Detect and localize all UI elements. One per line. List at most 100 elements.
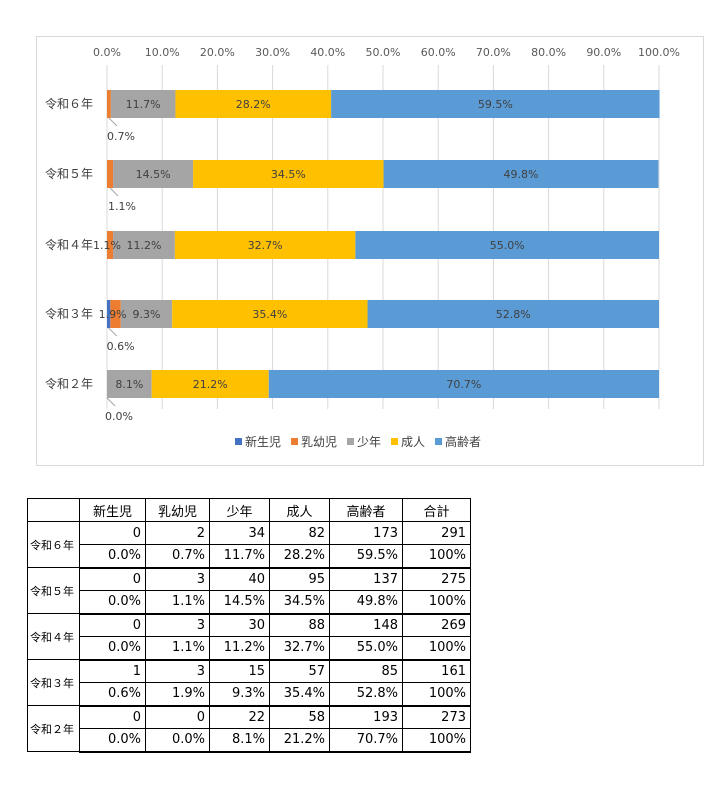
data-label: 1.9% [99, 308, 127, 321]
table-header-cell: 合計 [402, 498, 471, 522]
percent-cell: 0.0% [145, 728, 210, 753]
data-label: 70.7% [446, 378, 481, 391]
legend-swatch [347, 438, 354, 445]
percent-cell: 0.0% [79, 728, 146, 753]
x-tick-label: 60.0% [421, 46, 456, 59]
percent-cell: 100% [402, 636, 471, 661]
percent-cell: 55.0% [329, 636, 403, 661]
bar-segment [120, 300, 173, 328]
category-label: 令和６年 [45, 96, 93, 111]
legend-label: 成人 [401, 435, 425, 449]
count-cell: 3 [145, 659, 210, 683]
table-row: 0.6% 1.9% 9.3% 35.4% 52.8% 100% [28, 682, 471, 707]
legend-label: 少年 [357, 435, 381, 449]
bar-segment [113, 160, 194, 188]
table-header-cell: 成人 [269, 498, 330, 522]
count-cell: 3 [145, 613, 210, 637]
x-tick-label: 10.0% [145, 46, 180, 59]
category-label: 令和４年 [45, 237, 93, 252]
bar-segment [172, 300, 368, 328]
table-row: 令和３年 1 3 15 57 85 161 [27, 659, 471, 706]
legend-swatch [235, 438, 242, 445]
percent-cell: 49.8% [329, 590, 403, 615]
percent-cell: 9.3% [209, 682, 270, 707]
data-label: 9.3% [132, 308, 160, 321]
x-tick-label: 40.0% [310, 46, 345, 59]
percent-cell: 8.1% [209, 728, 270, 753]
bar-segment [107, 300, 111, 328]
data-label: 1.1% [108, 200, 136, 213]
count-cell: 173 [329, 521, 403, 545]
table-row: 令和２年 0 0 22 58 193 273 [27, 705, 471, 752]
count-cell: 3 [145, 567, 210, 591]
count-cell: 2 [145, 521, 210, 545]
category-label: 令和３年 [45, 306, 93, 321]
row-year-label: 令和３年 [27, 659, 80, 706]
category-label: 令和５年 [45, 166, 93, 181]
data-label: 35.4% [252, 308, 287, 321]
bar-segment [383, 160, 659, 188]
count-cell: 273 [402, 705, 471, 729]
x-tick-label: 50.0% [366, 46, 401, 59]
legend-label: 新生児 [245, 434, 281, 449]
count-cell: 1 [79, 659, 146, 683]
count-cell: 269 [402, 613, 471, 637]
count-cell: 148 [329, 613, 403, 637]
percent-cell: 0.6% [79, 682, 146, 707]
data-label: 32.7% [248, 239, 283, 252]
percent-cell: 14.5% [209, 590, 270, 615]
data-label: 14.5% [136, 168, 171, 181]
bar-segment [331, 90, 660, 118]
percent-cell: 1.1% [145, 636, 210, 661]
table-row: 令和４年 0 3 30 88 148 269 [27, 613, 471, 660]
count-cell: 0 [79, 521, 146, 545]
leader-line [109, 187, 119, 197]
bar-segment [367, 300, 659, 328]
data-label: 0.6% [107, 340, 135, 353]
count-cell: 137 [329, 567, 403, 591]
data-label: 0.7% [107, 130, 135, 143]
table-header-cell: 乳幼児 [145, 498, 210, 522]
legend-swatch [391, 438, 398, 445]
bar-segment [174, 231, 356, 259]
percent-cell: 100% [402, 544, 471, 569]
data-label: 55.0% [490, 239, 525, 252]
count-cell: 275 [402, 567, 471, 591]
stacked-bar-chart: 0.0% 10.0% 20.0% 30.0% 40.0% 50.0% 60.0% 70.0% 8… [45, 46, 680, 449]
bar-segment [193, 160, 384, 188]
data-label: 8.1% [115, 378, 143, 391]
percent-cell: 0.0% [79, 590, 146, 615]
bar-segment [110, 90, 176, 118]
percent-cell: 100% [402, 682, 471, 707]
percent-cell: 70.7% [329, 728, 403, 753]
table-header-cell: 新生児 [79, 498, 146, 522]
legend-label: 乳幼児 [301, 435, 337, 449]
count-cell: 193 [329, 705, 403, 729]
data-label: 11.2% [127, 239, 162, 252]
bar-segment [151, 370, 269, 398]
count-cell: 0 [79, 567, 146, 591]
count-cell: 88 [269, 613, 330, 637]
table-header-cell: 少年 [209, 498, 270, 522]
data-label: 0.0% [105, 410, 133, 423]
x-tick-label: 30.0% [255, 46, 290, 59]
count-cell: 161 [402, 659, 471, 683]
data-label: 21.2% [193, 378, 228, 391]
data-label: 52.8% [496, 308, 531, 321]
category-label: 令和２年 [45, 376, 93, 391]
percent-cell: 0.0% [79, 636, 146, 661]
row-year-label: 令和２年 [27, 705, 80, 752]
bar-segment [110, 300, 121, 328]
percent-cell: 59.5% [329, 544, 403, 569]
percent-cell: 0.7% [145, 544, 210, 569]
data-label: 28.2% [236, 98, 271, 111]
bar-segment [355, 231, 659, 259]
data-label: 49.8% [504, 168, 539, 181]
bar-segment [107, 231, 114, 259]
count-cell: 58 [269, 705, 330, 729]
count-cell: 22 [209, 705, 270, 729]
table-row: 0.0% 0.7% 11.7% 28.2% 59.5% 100% [28, 544, 471, 569]
count-cell: 85 [329, 659, 403, 683]
legend-swatch [435, 438, 442, 445]
legend-label: 高齢者 [445, 434, 481, 449]
